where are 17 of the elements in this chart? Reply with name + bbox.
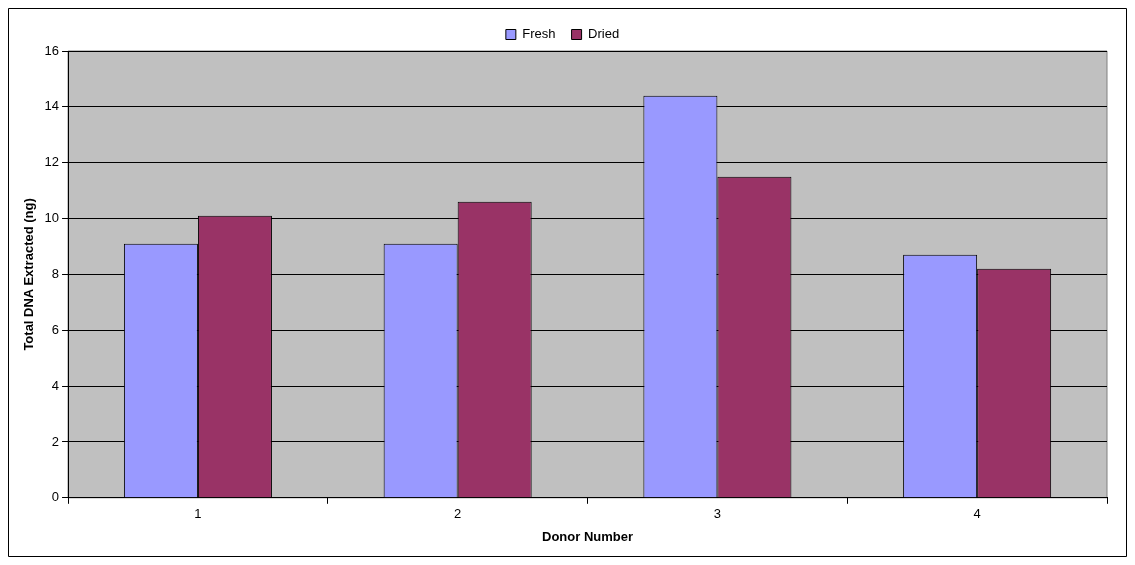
- y-tick-label: 2: [51, 433, 60, 449]
- y-tick-label: 10: [44, 210, 60, 226]
- x-tick-label: 4: [973, 506, 981, 522]
- x-tick-label: 3: [713, 506, 722, 522]
- x-axis-title: Donor Number: [542, 528, 634, 544]
- y-tick-label: 8: [51, 265, 60, 281]
- legend-label: Fresh: [522, 26, 556, 42]
- y-tick-label: 16: [44, 42, 60, 58]
- legend-label: Dried: [588, 26, 620, 42]
- x-tick-label: 2: [454, 506, 462, 522]
- y-tick-label: 14: [44, 98, 60, 114]
- y-axis-title: Total DNA Extracted (ng): [21, 198, 37, 351]
- y-tick-label: 4: [51, 377, 60, 393]
- x-tick-label: 1: [194, 506, 202, 522]
- y-tick-label: 0: [51, 489, 60, 505]
- y-tick-label: 6: [51, 321, 60, 337]
- y-tick-label: 12: [44, 154, 60, 170]
